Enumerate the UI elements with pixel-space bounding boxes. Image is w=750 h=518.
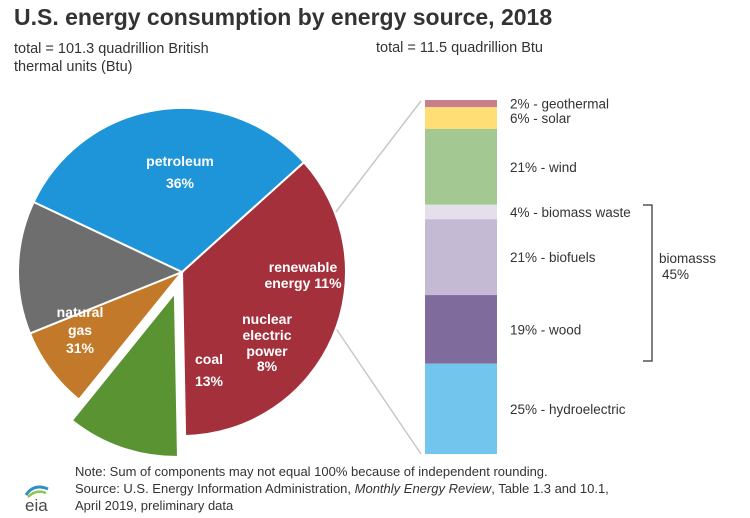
bar-segment-biofuels [425,219,497,296]
pie-slice-coal [17,200,185,335]
bar-segment-biomass-waste [425,204,497,220]
biomass-bracket [643,204,653,362]
bar-segment-wind [425,128,497,205]
eia-logo: eia [22,483,62,518]
slice-pct-coal: 13% [195,373,224,389]
pie-slice-renewable-energy [70,290,180,458]
slice-label-renewable-1: renewable [269,259,338,275]
biomass-bracket-label-1: biomasss [659,251,716,266]
svg-text:eia: eia [25,496,48,513]
bar-label-geothermal: 2% - geothermal [510,97,609,112]
bar-segment-geothermal [425,100,497,108]
bar-label-wood: 19% - wood [510,322,581,337]
slice-label-nuclear-2: electric [242,327,291,343]
slice-pct-petroleum: 36% [166,175,195,191]
bar-segment-solar [425,107,497,129]
bar-label-biofuels: 21% - biofuels [510,250,596,265]
bar-total-label: total = 11.5 quadrillion Btu [376,40,543,56]
slice-pct-nuclear: 8% [257,358,278,374]
pie-slice-petroleum [180,160,347,437]
slice-label-nuclear-3: power [246,343,288,359]
pie-chart [17,107,347,458]
slice-label-renewable-2: energy 11% [264,275,342,291]
bar-label-wind: 21% - wind [510,160,577,175]
bar-label-biomass-waste: 4% - biomass waste [510,205,631,220]
stacked-bar [425,100,497,454]
slice-pct-natural-gas: 31% [66,340,95,356]
connector-bottom-line [334,326,422,455]
slice-label-petroleum: petroleum [146,153,214,169]
bar-label-hydroelectric: 25% - hydroelectric [510,402,626,417]
connector-top-line [334,100,422,214]
biomass-bracket-label-2: 45% [662,267,689,282]
footnote: Note: Sum of components may not equal 10… [75,463,735,514]
bar-segment-hydroelectric [425,363,497,454]
bar-segment-wood [425,295,497,364]
slice-label-natural-gas-2: gas [68,322,92,338]
note-line: Note: Sum of components may not equal 10… [75,464,548,479]
slice-label-nuclear-1: nuclear [242,311,292,327]
slice-label-natural-gas-1: natural [57,304,104,320]
chart-title: U.S. energy consumption by energy source… [14,4,553,30]
source-line: Source: U.S. Energy Information Administ… [75,481,609,496]
pie-total-label: total = 101.3 quadrillion British therma… [14,41,209,75]
bar-label-solar: 6% - solar [510,111,571,126]
source-date-line: April 2019, preliminary data [75,498,234,513]
slice-label-coal: coal [195,351,223,367]
pie-slice-natural-gas [32,107,306,274]
